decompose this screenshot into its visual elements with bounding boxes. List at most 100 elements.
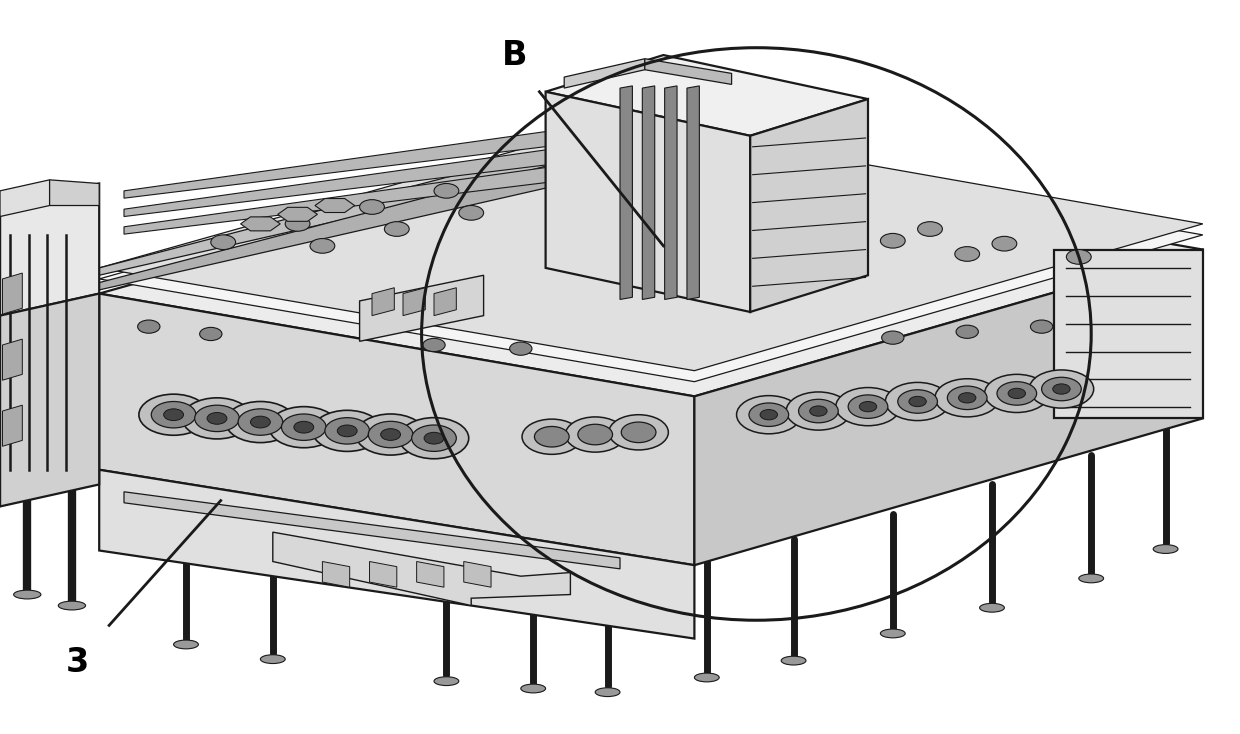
Circle shape	[1008, 388, 1025, 399]
Ellipse shape	[880, 629, 905, 638]
Circle shape	[955, 247, 980, 261]
Polygon shape	[50, 180, 99, 206]
Circle shape	[412, 425, 456, 451]
Circle shape	[859, 401, 877, 412]
Circle shape	[182, 398, 252, 439]
Circle shape	[423, 338, 445, 352]
Polygon shape	[687, 86, 699, 299]
Circle shape	[959, 393, 976, 403]
Polygon shape	[124, 492, 620, 569]
Circle shape	[956, 325, 978, 338]
Circle shape	[985, 374, 1049, 413]
Circle shape	[459, 206, 484, 220]
Ellipse shape	[434, 677, 459, 686]
Circle shape	[269, 407, 339, 448]
Ellipse shape	[58, 601, 86, 610]
Circle shape	[609, 415, 668, 450]
Circle shape	[211, 235, 236, 250]
Polygon shape	[2, 273, 22, 314]
Circle shape	[749, 403, 789, 426]
Polygon shape	[124, 139, 694, 217]
Polygon shape	[124, 157, 694, 234]
Polygon shape	[0, 294, 99, 506]
Circle shape	[909, 396, 926, 407]
Polygon shape	[360, 275, 484, 341]
Polygon shape	[99, 470, 694, 639]
Circle shape	[368, 421, 413, 448]
Circle shape	[310, 239, 335, 253]
Circle shape	[882, 331, 904, 344]
Circle shape	[1042, 377, 1081, 401]
Polygon shape	[417, 562, 444, 587]
Ellipse shape	[694, 673, 719, 682]
Circle shape	[1066, 250, 1091, 264]
Circle shape	[565, 417, 625, 452]
Polygon shape	[642, 86, 655, 299]
Circle shape	[935, 379, 999, 417]
Polygon shape	[278, 207, 317, 222]
Circle shape	[578, 424, 613, 445]
Polygon shape	[124, 121, 694, 198]
Circle shape	[360, 200, 384, 214]
Text: B: B	[502, 39, 527, 71]
Circle shape	[325, 418, 370, 444]
Circle shape	[997, 382, 1037, 405]
Circle shape	[356, 414, 425, 455]
Polygon shape	[750, 99, 868, 312]
Circle shape	[898, 390, 937, 413]
Polygon shape	[0, 184, 99, 316]
Circle shape	[399, 418, 469, 459]
Circle shape	[1030, 320, 1053, 333]
Polygon shape	[99, 132, 1203, 382]
Circle shape	[164, 409, 184, 421]
Circle shape	[294, 421, 314, 433]
Ellipse shape	[174, 640, 198, 649]
Polygon shape	[564, 59, 645, 88]
Ellipse shape	[980, 603, 1004, 612]
Circle shape	[238, 409, 283, 435]
Circle shape	[424, 432, 444, 444]
Ellipse shape	[14, 590, 41, 599]
Circle shape	[786, 392, 851, 430]
Circle shape	[250, 416, 270, 428]
Polygon shape	[546, 55, 868, 136]
Circle shape	[281, 414, 326, 440]
Circle shape	[195, 405, 239, 432]
Circle shape	[760, 410, 777, 420]
Polygon shape	[464, 562, 491, 587]
Circle shape	[534, 426, 569, 447]
Ellipse shape	[781, 656, 806, 665]
Circle shape	[992, 236, 1017, 251]
Polygon shape	[315, 198, 355, 213]
Polygon shape	[694, 250, 1203, 565]
Polygon shape	[546, 92, 750, 312]
Polygon shape	[645, 59, 732, 84]
Polygon shape	[2, 339, 22, 380]
Circle shape	[621, 422, 656, 443]
Circle shape	[337, 425, 357, 437]
Polygon shape	[99, 132, 694, 275]
Circle shape	[737, 396, 801, 434]
Polygon shape	[372, 288, 394, 316]
Circle shape	[381, 429, 401, 440]
Circle shape	[312, 410, 382, 451]
Polygon shape	[1054, 250, 1203, 418]
Polygon shape	[99, 147, 1203, 396]
Polygon shape	[434, 288, 456, 316]
Polygon shape	[322, 562, 350, 587]
Circle shape	[522, 419, 582, 454]
Polygon shape	[620, 86, 632, 299]
Circle shape	[200, 327, 222, 341]
Circle shape	[207, 413, 227, 424]
Circle shape	[843, 207, 868, 222]
Circle shape	[138, 320, 160, 333]
Circle shape	[510, 342, 532, 355]
Polygon shape	[2, 405, 22, 446]
Circle shape	[151, 401, 196, 428]
Circle shape	[836, 388, 900, 426]
Circle shape	[947, 386, 987, 410]
Polygon shape	[370, 562, 397, 587]
Text: 3: 3	[66, 646, 88, 678]
Circle shape	[885, 382, 950, 421]
Circle shape	[384, 222, 409, 236]
